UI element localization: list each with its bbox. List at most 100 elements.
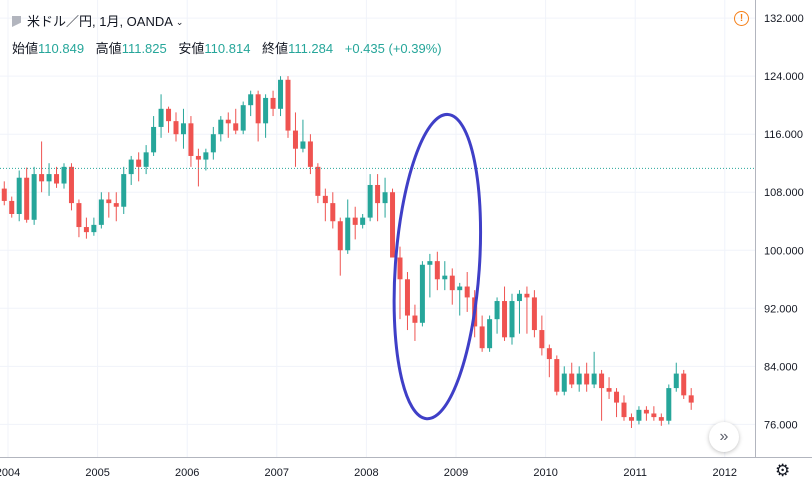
candle [166,106,172,133]
candle [673,362,679,392]
candle [248,90,254,117]
candle-body [233,123,239,131]
candle-body [673,373,679,389]
y-tick-label: 108.000 [764,187,804,199]
candle [337,217,343,276]
y-tick-label: 100.000 [764,245,804,257]
candle [345,199,351,254]
candle-body [195,155,201,160]
candle-body [352,217,358,225]
candle [255,90,261,142]
candle [494,297,500,334]
candle-body [502,301,508,338]
symbol-title[interactable]: 米ドル／円, 1月, OANDA ⌄ [0,11,183,30]
candle-body [98,199,104,225]
y-tick-label: 124.000 [764,71,804,83]
candle-body [621,402,627,418]
change-value: +0.435 (+0.39%) [344,41,442,56]
high-label: 高値 [95,41,122,56]
candle-body [330,203,336,222]
candle-body [561,373,567,392]
candle-body [681,373,687,396]
candle [270,90,276,117]
candle [292,112,298,167]
candle [203,148,209,171]
candle-body [658,417,664,421]
candle [390,188,396,258]
candle-body [628,417,634,421]
candle-body [285,79,291,131]
candle [658,413,664,426]
candle-body [76,203,82,228]
candle-body [158,108,164,127]
candle-body [188,123,194,156]
double-chevron-right-icon[interactable]: » [709,422,739,452]
candle-body [434,261,440,280]
alert-icon[interactable]: ! [734,11,749,26]
candle [643,406,649,421]
candle-body [584,373,590,385]
candle [151,116,157,156]
candle [113,192,119,222]
candle-body [180,123,186,135]
candle [39,141,45,193]
candle [464,272,470,312]
candle-body [31,174,37,220]
candle-body [173,121,179,135]
close-label: 終値 [262,41,289,56]
candle [1,181,7,206]
price-axis[interactable]: 132.000 124.000 116.000 108.000 100.000 92.00… [764,13,804,431]
candle-body [576,373,582,385]
candle [651,406,657,421]
candle-body [248,94,254,106]
candle-body [263,97,269,124]
candle-body [61,166,67,184]
candle-body [591,373,597,385]
candle-body [136,159,142,167]
candle [606,377,612,399]
x-tick-label: 2005 [85,467,109,479]
time-axis[interactable]: 2004 2005 2006 2007 2008 2009 2010 2011 2012 [0,467,737,479]
candle-body [210,134,216,153]
candle [315,163,321,204]
candle [218,116,224,142]
x-tick-label: 2004 [0,467,20,479]
candle [412,304,418,341]
candle [9,196,15,218]
candle [180,108,186,149]
flag-icon [12,16,21,27]
candle-body [337,221,343,251]
candle [143,145,149,175]
candle [173,112,179,142]
candle [457,282,463,316]
candle [195,148,201,187]
candle-body [218,119,224,135]
candle [599,369,605,421]
y-tick-label: 76.000 [764,419,798,431]
candle [83,217,89,239]
candle [16,170,22,222]
candle [263,94,269,138]
candle-body [449,275,455,291]
candle-body [487,319,493,349]
candle [285,76,291,138]
candle-body [151,126,157,153]
candle-body [203,152,209,160]
candle-body [121,174,127,207]
candle-body [516,293,522,302]
candle-body [255,94,261,124]
candle [322,188,328,222]
candle [561,366,567,396]
candle-body [606,388,612,392]
candle [569,362,575,389]
chevron-down-icon[interactable]: ⌄ [175,17,184,27]
ohlc-legend: 始値110.849 高値111.825 安値110.814 終値111.284 … [12,38,450,57]
candle [375,174,381,222]
x-tick-label: 2006 [175,467,199,479]
candle-body [427,261,433,265]
candle [233,108,239,135]
gear-icon[interactable]: ⚙ [775,461,791,480]
candle-body [554,359,560,392]
candle-body [83,227,89,233]
